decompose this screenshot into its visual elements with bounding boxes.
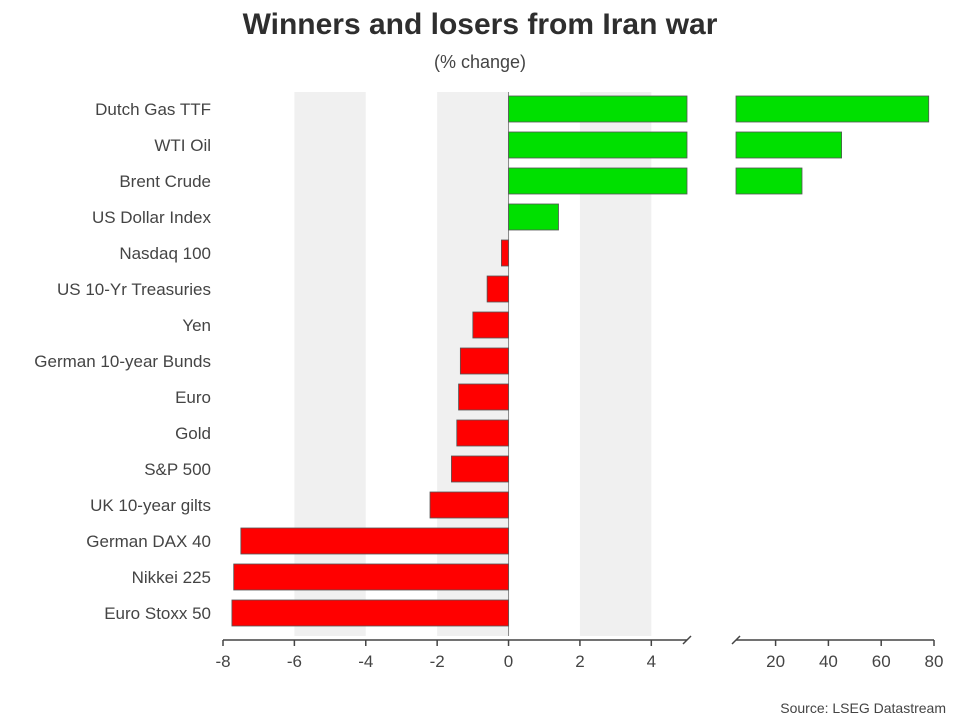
bar-dutch-gas-ttf <box>508 95 688 123</box>
bar-euro-stoxx-50 <box>231 599 509 627</box>
bar-german-10-year-bunds <box>459 347 509 375</box>
x-tick-label: 0 <box>504 652 513 671</box>
x-tick-label-right: 40 <box>819 652 838 671</box>
category-label-us-dollar-index: US Dollar Index <box>92 208 212 227</box>
x-tick-label: -8 <box>215 652 230 671</box>
category-label-yen: Yen <box>182 316 211 335</box>
category-label-gold: Gold <box>175 424 211 443</box>
bar-nasdaq-100 <box>500 239 509 267</box>
chart-title: Winners and losers from Iran war <box>242 8 718 41</box>
bar-us-dollar-index <box>508 203 559 231</box>
bar-wti-oil <box>508 131 688 159</box>
x-tick-label: 2 <box>575 652 584 671</box>
bar-uk-10-year-gilts <box>429 491 509 519</box>
bar-us-10-yr-treasuries <box>486 275 509 303</box>
x-tick-label-right: 80 <box>925 652 944 671</box>
bar-yen <box>472 311 509 339</box>
category-label-nasdaq-100: Nasdaq 100 <box>119 244 211 263</box>
x-tick-label: 4 <box>647 652 656 671</box>
x-tick-label-right: 20 <box>766 652 785 671</box>
x-tick-label: -4 <box>358 652 373 671</box>
bar-wti-oil-extended <box>735 131 842 159</box>
shaded-band-0 <box>294 92 366 636</box>
bar-dutch-gas-ttf-extended <box>735 95 930 123</box>
bar-gold <box>456 419 509 447</box>
source-note: Source: LSEG Datastream <box>780 700 946 716</box>
x-tick-label: -2 <box>430 652 445 671</box>
bar-brent-crude <box>508 167 688 195</box>
category-label-german-dax-40: German DAX 40 <box>86 532 211 551</box>
category-label-wti-oil: WTI Oil <box>154 136 211 155</box>
x-tick-label: -6 <box>287 652 302 671</box>
bar-german-dax-40 <box>240 527 509 555</box>
axis-break-left <box>682 635 692 645</box>
category-label-dutch-gas-ttf: Dutch Gas TTF <box>95 100 211 119</box>
category-label-german-10-year-bunds: German 10-year Bunds <box>34 352 211 371</box>
category-label-s-p-500: S&P 500 <box>144 460 211 479</box>
category-label-euro: Euro <box>175 388 211 407</box>
bar-s-p-500 <box>451 455 509 483</box>
chart-subtitle: (% change) <box>433 52 527 72</box>
bar-brent-crude-extended <box>735 167 803 195</box>
axis-break-right <box>731 635 741 645</box>
category-label-us-10-yr-treasuries: US 10-Yr Treasuries <box>57 280 211 299</box>
category-label-uk-10-year-gilts: UK 10-year gilts <box>90 496 211 515</box>
category-label-nikkei-225: Nikkei 225 <box>132 568 211 587</box>
category-label-brent-crude: Brent Crude <box>119 172 211 191</box>
category-label-euro-stoxx-50: Euro Stoxx 50 <box>104 604 211 623</box>
bar-nikkei-225 <box>233 563 509 591</box>
bar-euro <box>458 383 509 411</box>
x-tick-label-right: 60 <box>872 652 891 671</box>
